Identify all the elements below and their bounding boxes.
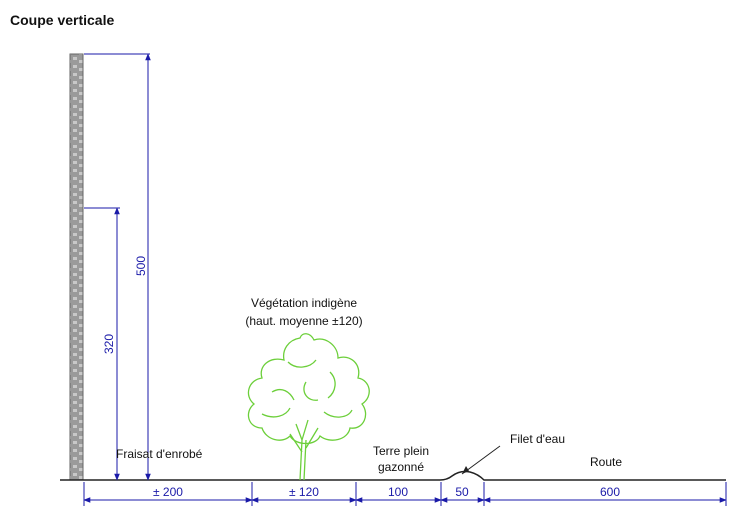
dimension-120-label: ± 120 [289, 485, 319, 499]
dimension-320 [84, 207, 120, 481]
fraisat-label: Fraisat d'enrobé [116, 447, 203, 461]
route-label: Route [590, 455, 622, 469]
terre-plein-label-line2: gazonné [378, 460, 424, 474]
dimension-100-label: 100 [388, 485, 408, 499]
filet-leader-line [461, 445, 501, 475]
wall [69, 53, 84, 481]
tree-icon [247, 333, 370, 481]
dimension-200-label: ± 200 [153, 485, 183, 499]
vegetation-label-line2: (haut. moyenne ±120) [245, 314, 362, 328]
filet-arrow-icon [462, 466, 469, 474]
dimension-500 [84, 53, 151, 481]
ground-line [60, 470, 726, 481]
filet-label: Filet d'eau [510, 432, 565, 446]
diagram-title: Coupe verticale [10, 12, 115, 28]
terre-plein-label-line1: Terre plein [373, 444, 429, 458]
dimension-600-label: 600 [600, 485, 620, 499]
dimension-500-label: 500 [134, 256, 148, 276]
vegetation-label-line1: Végétation indigène [251, 296, 357, 310]
dimension-50-label: 50 [455, 485, 469, 499]
dimension-320-label: 320 [102, 334, 116, 354]
horizontal-dimension-chain [83, 482, 727, 506]
